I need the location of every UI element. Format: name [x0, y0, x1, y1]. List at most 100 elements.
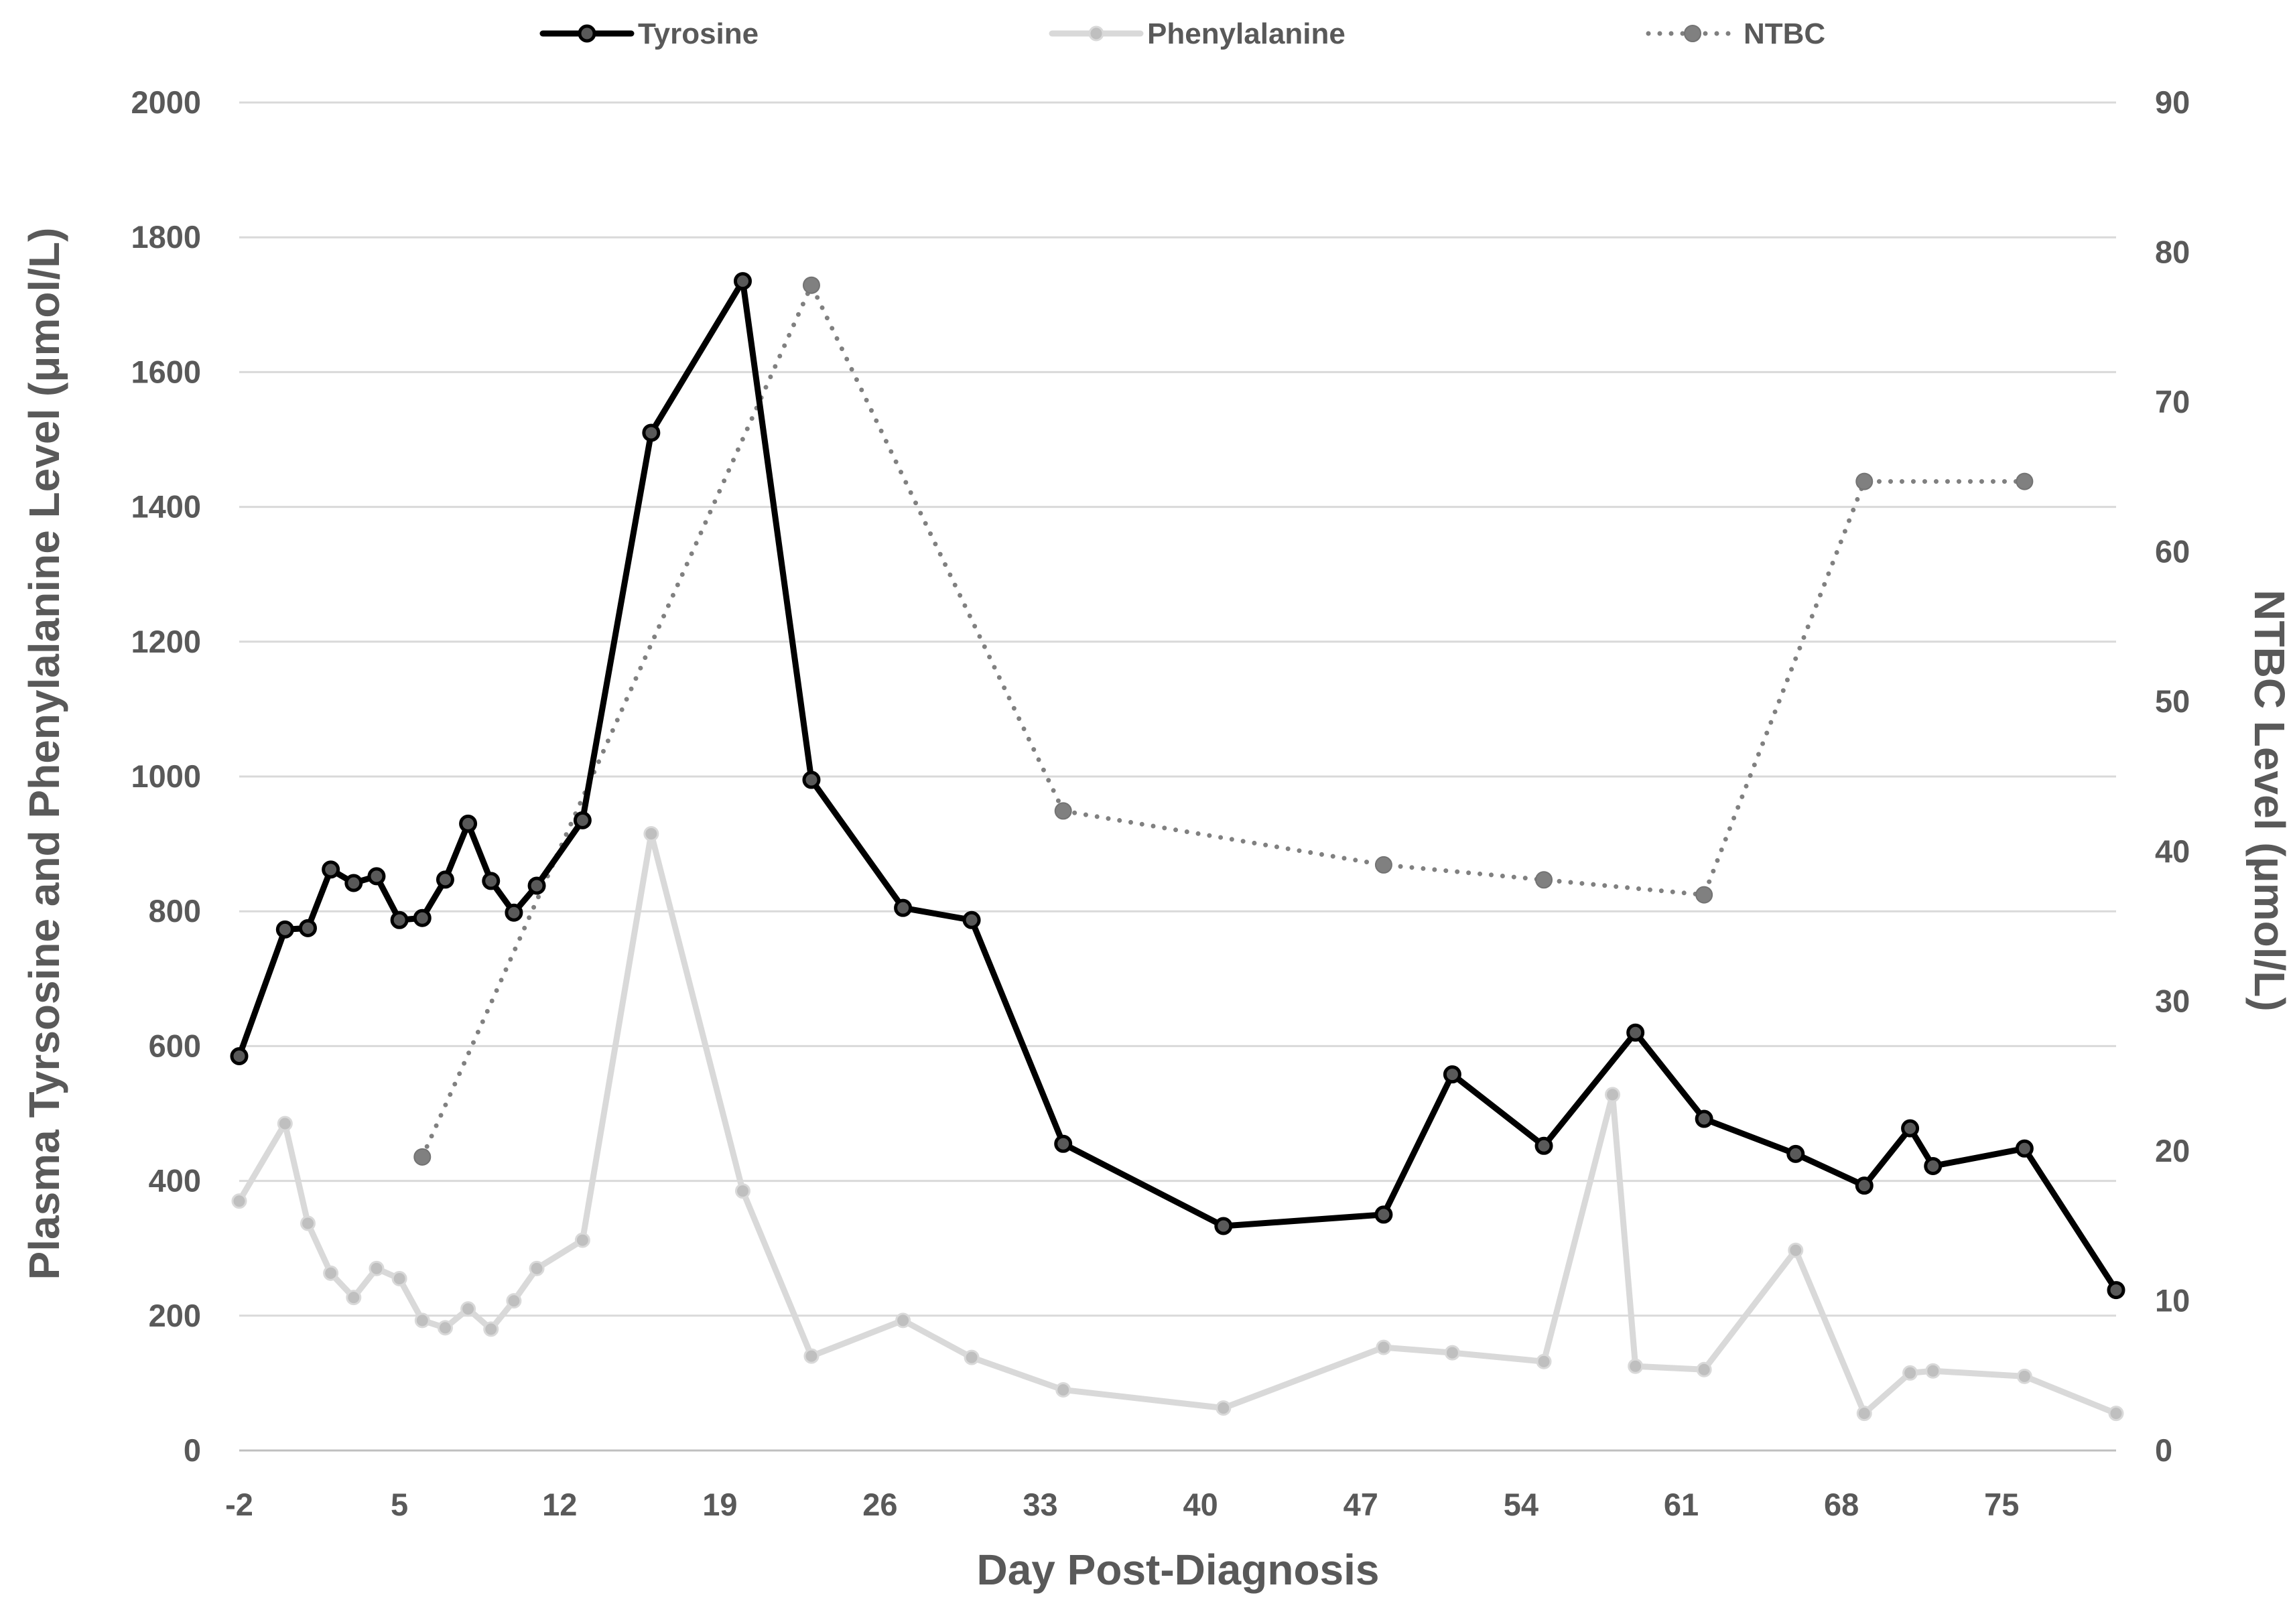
legend-item-tyrosine: Tyrosine [539, 17, 759, 50]
phenylalanine-point [483, 1321, 499, 1337]
tyrosine-point [436, 870, 454, 889]
tyrosine-point [482, 872, 501, 890]
tyrosine-point [642, 423, 661, 442]
left-tick-label: 400 [149, 1163, 201, 1199]
tyrosine-point [962, 910, 981, 929]
legend-swatch-marker [1088, 25, 1104, 42]
tyrosine-point [230, 1046, 249, 1065]
tyrosine-point [390, 910, 409, 929]
right-tick-label: 0 [2155, 1432, 2172, 1468]
phenylalanine-point [1925, 1363, 1941, 1379]
x-tick-label: 26 [862, 1487, 897, 1522]
left-tick-label: 2000 [131, 84, 201, 120]
right-tick-label: 90 [2155, 84, 2190, 120]
x-tick-label: 47 [1343, 1487, 1378, 1522]
left-tick-label: 1600 [131, 354, 201, 389]
phenylalanine-point [437, 1320, 453, 1336]
tyrosine-point [1901, 1119, 1920, 1138]
legend-swatch-marker [1684, 25, 1701, 42]
tyrosine-point [344, 874, 363, 892]
tyrosine-point [1924, 1156, 1943, 1175]
ntbc-point [2016, 472, 2034, 490]
ntbc-point [1054, 802, 1072, 820]
right-axis-tick-labels: 0 10 20 30 40 50 60 70 80 90 [2155, 84, 2190, 1468]
ntbc-point [1374, 856, 1392, 874]
x-tick-label: 54 [1504, 1487, 1538, 1522]
x-tick-label: 5 [391, 1487, 408, 1522]
x-axis-tick-labels: -2 5 12 19 26 33 40 47 54 61 68 75 [225, 1487, 2019, 1522]
phenylalanine-point [2016, 1368, 2032, 1384]
phenylalanine-point [895, 1312, 911, 1329]
x-tick-label: 12 [542, 1487, 577, 1522]
left-tick-label: 1000 [131, 758, 201, 794]
right-tick-label: 80 [2155, 234, 2190, 270]
phenylalanine-point [277, 1115, 293, 1132]
tyrosine-point [802, 770, 821, 789]
tyrosine-point [1374, 1205, 1393, 1224]
phenylalanine-point [323, 1265, 339, 1281]
phenylalanine-point [1055, 1381, 1071, 1398]
grid-lines [239, 101, 2116, 1452]
tyrosine-point [1626, 1023, 1645, 1042]
tyrosine-point [1695, 1109, 1713, 1128]
phenylalanine-point [529, 1260, 545, 1276]
right-tick-label: 10 [2155, 1282, 2190, 1318]
phenylalanine-point [231, 1193, 247, 1209]
tyrosine-series [230, 272, 2125, 1300]
right-axis-title: NTBC Level (μmol/L) [2245, 590, 2294, 1011]
tyrosine-point [298, 919, 317, 937]
phenylalanine-point [1856, 1406, 1872, 1422]
phenylalanine-series [231, 826, 2124, 1422]
phenylalanine-point [1902, 1365, 1918, 1381]
legend-label: NTBC [1744, 17, 1825, 50]
phenylalanine-point [643, 826, 659, 842]
phenylalanine-point [734, 1183, 750, 1199]
left-tick-label: 800 [149, 893, 201, 929]
left-tick-label: 1400 [131, 489, 201, 525]
legend: Tyrosine Phenylalanine NTBC [539, 17, 1825, 50]
tyrosine-point [1054, 1134, 1073, 1153]
x-axis-title: Day Post-Diagnosis [976, 1546, 1379, 1594]
phenylalanine-line [236, 831, 2119, 1417]
phenylalanine-point [1376, 1339, 1392, 1355]
phenylalanine-point [1444, 1345, 1460, 1361]
ntbc-point [413, 1148, 432, 1166]
ntbc-series [413, 276, 2034, 1166]
right-tick-label: 50 [2155, 683, 2190, 719]
left-tick-label: 0 [184, 1432, 201, 1468]
phenylalanine-point [1696, 1361, 1712, 1377]
right-tick-label: 60 [2155, 534, 2190, 569]
x-tick-label: -2 [225, 1487, 253, 1522]
phenylalanine-point [506, 1293, 522, 1309]
phenylalanine-point [1628, 1358, 1644, 1374]
tyrosine-point [1786, 1144, 1805, 1163]
tyrosine-point [2015, 1139, 2034, 1158]
legend-swatch-marker [578, 24, 596, 43]
ntbc-point [1535, 871, 1553, 889]
left-tick-label: 1200 [131, 624, 201, 659]
phenylalanine-point [1788, 1242, 1804, 1258]
x-tick-label: 75 [1984, 1487, 2019, 1522]
tyrosine-line [236, 278, 2119, 1294]
right-tick-label: 30 [2155, 983, 2190, 1018]
tyrosine-point [275, 920, 294, 939]
left-tick-label: 600 [149, 1028, 201, 1063]
legend-item-ntbc: NTBC [1646, 17, 1825, 50]
tyrosine-point [322, 860, 340, 879]
phenylalanine-point [2108, 1406, 2124, 1422]
phenylalanine-point [1605, 1087, 1621, 1103]
tyrosine-point [573, 811, 592, 829]
phenylalanine-point [369, 1260, 385, 1276]
tyrosine-point [2107, 1281, 2125, 1300]
right-tick-label: 40 [2155, 833, 2190, 869]
phenylalanine-point [574, 1232, 590, 1248]
x-tick-label: 19 [702, 1487, 737, 1522]
legend-label: Tyrosine [638, 17, 759, 50]
phenylalanine-point [391, 1270, 407, 1286]
phenylalanine-point [346, 1290, 362, 1306]
phenylalanine-point [1216, 1400, 1232, 1416]
x-tick-label: 68 [1824, 1487, 1859, 1522]
phenylalanine-point [964, 1349, 980, 1365]
left-tick-label: 1800 [131, 219, 201, 255]
